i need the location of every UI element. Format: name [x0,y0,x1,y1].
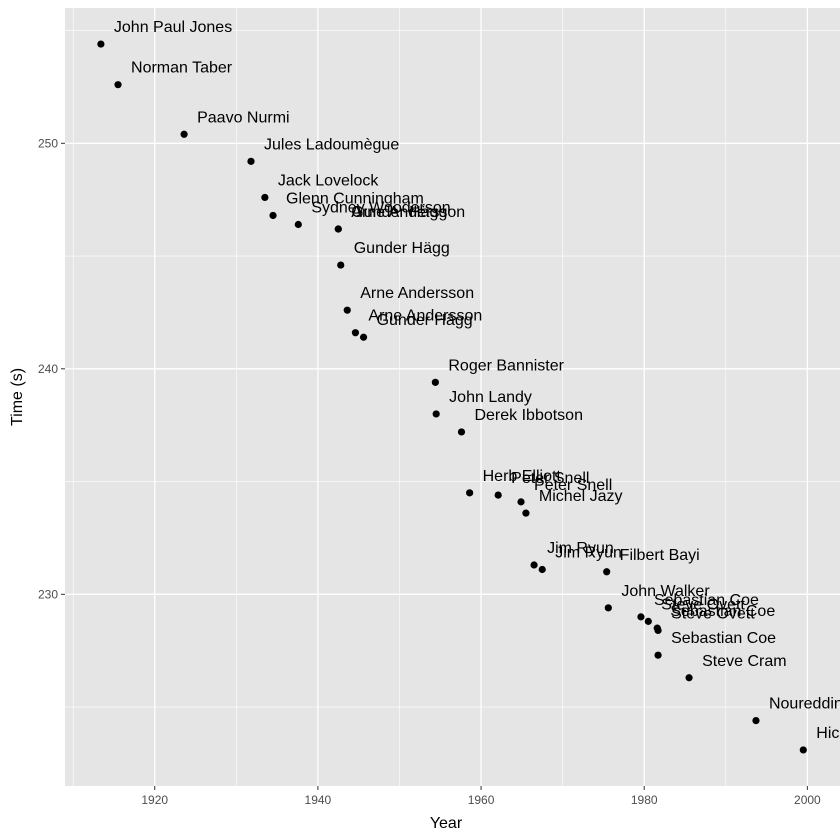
data-point-label: Glenn Cunningham [286,190,424,207]
y-axis-title: Time (s) [9,368,26,426]
data-point-label: Gunder Hägg [351,204,447,221]
data-point [97,40,105,48]
data-point [752,717,760,725]
data-point [685,674,693,682]
data-point [269,211,277,220]
point-labels: John Paul Jones Norman Taber Paavo Nurmi Ju… [114,19,840,742]
data-point-label: Noureddine Morceli [769,696,840,713]
data-point-label: John Paul Jones [114,19,232,36]
data-point [359,333,368,341]
data-point-label: Hicham El Guerrouj [816,725,840,742]
data-point [337,261,345,269]
data-point [334,225,342,233]
data-point-label: Arne Andersson [360,285,474,302]
data-point [530,561,538,569]
data-point-label: Filbert Bayi [620,547,700,564]
data-point-label: Steve Cram [702,653,786,670]
data-point [351,329,360,337]
data-point [654,651,662,659]
data-point-label: Sebastian Coe [670,603,775,620]
data-point-label: Jules Ladoumègue [264,136,399,153]
data-point-label: Roger Bannister [448,357,564,374]
x-axis: 1920 1940 1960 1980 2000 [141,786,821,807]
panel-background [65,8,840,786]
major-gridlines [65,8,840,786]
data-point-label: Sebastian Coe [654,592,759,609]
data-point [644,617,652,625]
minor-gridlines [65,8,840,786]
data-point [457,428,466,436]
y-tick-label: 240 [38,362,58,376]
data-point-label: Jim Ryun [555,545,622,562]
data-point-label: Arne Andersson [368,308,482,325]
data-point [799,746,807,754]
x-tick-label: 1960 [468,793,495,807]
x-tick-label: 1940 [305,793,332,807]
y-tick-label: 230 [38,587,58,601]
data-point [114,81,122,89]
data-point [517,498,525,506]
x-tick-label: 2000 [794,793,821,807]
data-point-label: Sebastian Coe [671,630,776,647]
data-point-label: Peter Snell [534,477,612,494]
data-point-label: John Walker [621,583,710,600]
data-point-label: Gunder Hägg [354,240,450,257]
data-point [431,378,439,386]
data-point [247,157,255,165]
data-point [637,613,645,621]
data-point-label: Jim Ryun [547,540,614,557]
data-point [180,130,188,138]
data-point [494,491,502,499]
data-point-label: Herb Elliott [483,468,562,485]
data-point [522,509,530,517]
data-point-label: Steve Ovett [671,605,755,622]
data-point-label: Sydney Wooderson [311,199,450,216]
data-point-label: Peter Snell [511,470,589,487]
data-point-label: Michel Jazy [539,488,623,505]
y-tick-label: 250 [38,136,58,150]
data-point [604,604,612,612]
data-point [432,410,440,418]
data-point-label: John Landy [449,389,532,406]
data-point-label: Norman Taber [131,60,233,77]
y-axis: 230 240 250 [38,136,65,601]
data-point-label: Jack Lovelock [278,172,379,189]
data-point-label: Derek Ibbotson [474,407,583,424]
data-point [603,568,611,576]
x-axis-title: Year [430,815,463,832]
data-point [343,306,351,314]
data-point [538,565,546,574]
data-point [654,626,662,635]
data-point [261,193,269,202]
data-point-label: Gunder Hägg [377,312,473,329]
data-point-label: Arne Andersson [351,204,465,221]
data-point [294,220,302,229]
data-point-label: Paavo Nurmi [197,109,289,126]
data-points [97,40,807,754]
x-tick-label: 1980 [631,793,658,807]
data-point-label: Steve Ovett [661,596,745,613]
x-tick-label: 1920 [141,793,168,807]
data-point [466,489,474,497]
